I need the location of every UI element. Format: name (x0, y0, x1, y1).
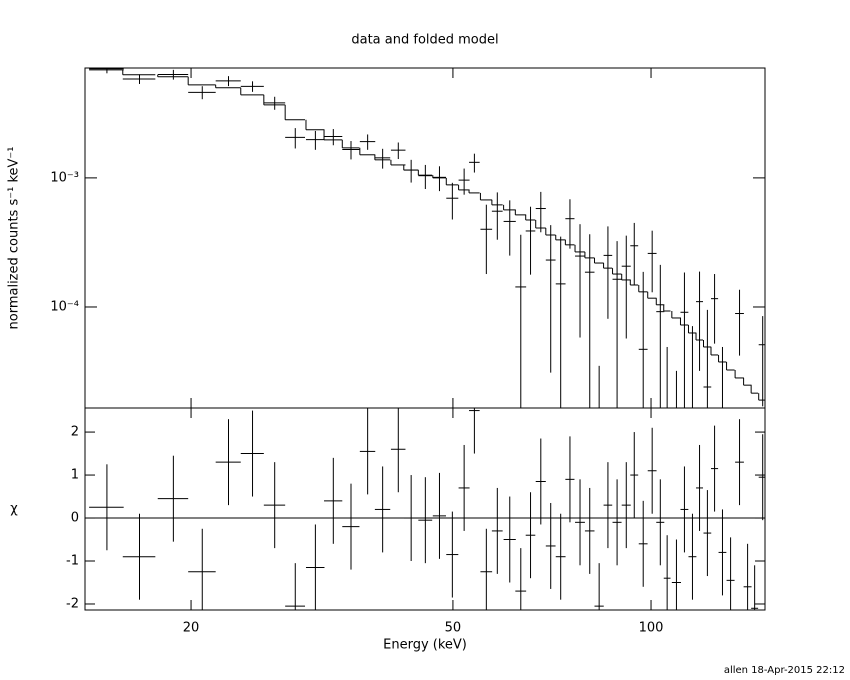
y-tick-label: -1 (66, 554, 79, 569)
top-panel-frame (84, 67, 766, 409)
y-tick-label: 10⁻³ (50, 170, 79, 185)
top-plot-area (89, 68, 765, 408)
chart-title: data and folded model (351, 33, 498, 48)
x-axis-label: Energy (keV) (383, 638, 467, 653)
residual-axis-label: χ (10, 502, 18, 517)
y-axis-label: normalized counts s⁻¹ keV⁻¹ (7, 147, 22, 330)
y-tick-label: 1 (71, 468, 79, 483)
x-tick-label: 50 (445, 621, 462, 636)
x-tick-label: 20 (183, 621, 200, 636)
footer: allen 18-Apr-2015 22:12 (724, 665, 845, 676)
bottom-panel-frame (84, 407, 766, 611)
y-tick-label: 10⁻⁴ (50, 299, 79, 314)
y-tick-label: 2 (71, 425, 79, 440)
y-tick-label: -2 (66, 596, 79, 611)
bottom-plot-area (85, 408, 765, 610)
y-tick-label: 0 (71, 511, 79, 526)
x-tick-label: 100 (639, 621, 664, 636)
